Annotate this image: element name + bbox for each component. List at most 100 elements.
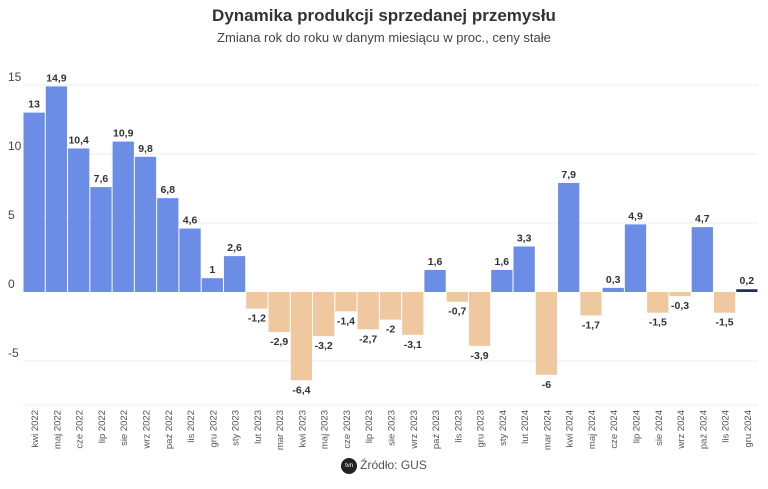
data-label: -6,4 (292, 384, 310, 396)
y-tick-label: 0 (8, 277, 15, 291)
x-tick-label: gru 2022 (208, 410, 219, 448)
data-label: 14,9 (46, 72, 67, 84)
x-tick-label: gru 2023 (476, 410, 487, 448)
data-label: -1,5 (649, 317, 667, 329)
x-tick-label: maj 2023 (320, 410, 331, 449)
x-tick-label: sty 2024 (498, 410, 509, 446)
x-tick-label: mar 2024 (542, 410, 553, 450)
bar (580, 292, 602, 316)
data-label: -1,5 (716, 317, 734, 329)
x-tick-label: sie 2023 (387, 410, 398, 446)
bar (624, 224, 647, 292)
data-label: 4,9 (628, 210, 643, 222)
data-label: -2,9 (270, 336, 288, 348)
x-tick-label: wrz 2023 (409, 410, 420, 450)
bar (446, 292, 468, 302)
data-label: 1,6 (428, 256, 443, 268)
data-label: 6,8 (160, 184, 175, 196)
bar (647, 292, 669, 313)
y-tick-label: 5 (8, 208, 15, 222)
tvn24-logo: tvn (341, 458, 358, 474)
bar (558, 182, 580, 292)
data-label: -1,2 (248, 313, 266, 325)
bar (491, 269, 513, 292)
x-tick-label: sty 2023 (231, 410, 242, 446)
x-tick-label: lip 2024 (632, 410, 643, 443)
data-label: -1,4 (337, 315, 355, 327)
bar (290, 292, 313, 381)
x-tick-label: gru 2024 (743, 410, 754, 448)
bar (713, 292, 736, 313)
x-tick-label: wrz 2022 (142, 410, 153, 450)
data-label: 4,7 (695, 213, 710, 225)
data-label: 9,8 (138, 143, 153, 155)
x-tick-label: kwi 2024 (565, 410, 576, 448)
chart-title: Dynamika produkcji sprzedanej przemysłu (212, 6, 556, 25)
x-tick-label: kwi 2023 (297, 410, 308, 448)
bar (23, 112, 45, 292)
bar (379, 292, 402, 320)
bar (268, 292, 290, 333)
bar (468, 292, 491, 346)
data-label: -3,2 (315, 340, 333, 352)
bar (45, 86, 68, 292)
x-tick-label: paź 2024 (698, 410, 709, 449)
source-text: Źródło: GUS (360, 458, 427, 473)
x-tick-label: wrz 2024 (676, 410, 687, 450)
x-tick-label: lut 2023 (253, 410, 264, 444)
chart-subtitle: Zmiana rok do roku w danym miesiącu w pr… (217, 30, 551, 45)
bar (68, 148, 90, 292)
x-tick-label: lip 2022 (97, 410, 108, 443)
bar (179, 228, 201, 292)
bar (691, 227, 713, 292)
data-label: 7,9 (561, 169, 576, 181)
data-label: 7,6 (94, 173, 109, 185)
x-tick-label: lip 2023 (364, 410, 375, 443)
x-tick-label: lut 2024 (520, 410, 531, 444)
y-tick-label: 10 (8, 139, 22, 153)
x-tick-label: lis 2024 (721, 410, 732, 443)
data-label: -0,3 (671, 300, 689, 312)
x-tick-label: lis 2023 (453, 410, 464, 443)
x-tick-label: maj 2022 (52, 410, 63, 449)
source-footer: tvn Źródło: GUS (0, 458, 768, 474)
bar (402, 292, 424, 335)
x-tick-label: cze 2022 (75, 410, 86, 449)
y-tick-label: -5 (8, 346, 19, 360)
x-tick-label: sie 2022 (119, 410, 130, 446)
x-tick-label: cze 2023 (342, 410, 353, 449)
bar (157, 198, 179, 292)
x-tick-label: sie 2024 (654, 410, 665, 446)
data-label: 0,2 (740, 275, 755, 287)
bar (357, 292, 379, 330)
bar (535, 292, 558, 375)
x-tick-label: paź 2022 (164, 410, 175, 449)
data-label: 2,6 (227, 242, 242, 254)
x-tick-label: kwi 2022 (30, 410, 41, 448)
data-label: 1 (209, 264, 215, 276)
bar (90, 187, 112, 292)
data-label: 0,3 (606, 274, 621, 286)
bar (669, 292, 691, 297)
bar (134, 156, 157, 292)
x-tick-label: cze 2024 (609, 410, 620, 449)
bar (736, 289, 758, 292)
bar (313, 292, 335, 337)
data-label: -2 (386, 324, 395, 336)
y-tick-label: 15 (8, 70, 22, 84)
bar (513, 246, 535, 292)
data-label: -0,7 (448, 306, 466, 318)
x-tick-label: paź 2023 (431, 410, 442, 449)
bar (223, 256, 246, 292)
x-tick-label: lis 2022 (186, 410, 197, 443)
data-label: 3,3 (517, 232, 532, 244)
data-label: 10,9 (113, 128, 134, 140)
bar (424, 269, 446, 292)
data-label: -3,9 (471, 350, 489, 362)
data-label: 13 (28, 99, 40, 111)
bar (335, 292, 357, 312)
data-label: -3,1 (404, 339, 422, 351)
data-label: 10,4 (68, 134, 89, 146)
bar (112, 141, 134, 292)
